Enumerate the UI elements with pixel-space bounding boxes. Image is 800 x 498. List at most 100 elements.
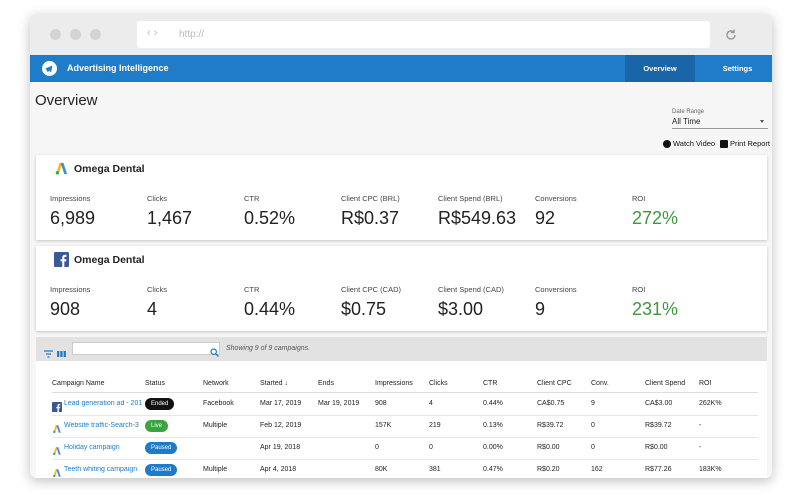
play-icon <box>663 140 671 148</box>
filter-icon[interactable] <box>44 345 53 358</box>
facebook-icon <box>54 252 69 267</box>
table-cell: 0.00% <box>483 444 503 451</box>
table-cell: R$39.72 <box>645 422 672 429</box>
account-name: Omega Dental <box>74 163 145 175</box>
date-range-select[interactable]: All Time <box>672 117 768 129</box>
search-input[interactable] <box>72 342 220 357</box>
table-cell: Feb 12, 2019 <box>260 422 302 429</box>
google-icon <box>54 161 69 176</box>
column-header: ROI <box>699 380 712 387</box>
table-toolbar: Showing 9 of 9 campaigns. <box>36 337 767 361</box>
google-icon <box>52 421 62 433</box>
metric-value: $3.00 <box>438 299 484 319</box>
action-label: Print Report <box>730 139 771 148</box>
metric-value: 9 <box>535 299 546 319</box>
table-cell: 4 <box>429 400 433 407</box>
metric-value: 1,467 <box>147 208 193 228</box>
metric-label: Client Spend (BRL) <box>438 194 503 203</box>
metric-label: Clicks <box>147 285 167 294</box>
date-range-label: Date Range <box>672 109 705 115</box>
nav-tab[interactable]: Overview <box>625 55 695 82</box>
column-header: Client Spend <box>645 380 686 387</box>
address-bar[interactable]: ‹ › http:// <box>137 21 710 48</box>
table-cell: CA$0.75 <box>537 400 565 407</box>
column-header: Ends <box>318 380 334 387</box>
window-dot[interactable] <box>90 29 101 40</box>
metric-value: $0.75 <box>341 299 387 319</box>
metric-value: 272% <box>632 208 679 228</box>
column-header: Campaign Name <box>52 380 105 387</box>
table-cell: 183K% <box>699 466 722 473</box>
table-cell: Multiple <box>203 422 228 429</box>
result-summary: Showing 9 of 9 campaigns. <box>226 345 311 352</box>
metric-value: 0.44% <box>244 299 296 319</box>
table-cell: 80K <box>375 466 388 473</box>
app-title: Advertising Intelligence <box>67 63 169 73</box>
action-button[interactable]: Watch Video <box>663 139 715 148</box>
campaign-link[interactable]: Lead generation ad - 201 <box>64 400 143 407</box>
google-icon <box>52 465 62 477</box>
url: http:// <box>179 29 205 40</box>
metric-card: Omega Dental Impressions 6,989 Clicks 1,467 C… <box>36 155 767 240</box>
metric-label: Client CPC (BRL) <box>341 194 400 203</box>
column-header: Client CPC <box>537 380 572 387</box>
reload-icon[interactable] <box>724 28 738 42</box>
table-cell: 0 <box>591 444 595 451</box>
table-cell: Multiple <box>203 466 228 473</box>
table-cell: Apr 19, 2018 <box>260 444 301 451</box>
metric-label: Impressions <box>50 194 91 203</box>
nav-arrows[interactable]: ‹ › <box>147 27 158 39</box>
table-cell: 0.44% <box>483 400 503 407</box>
action-button[interactable]: Print Report <box>720 139 770 148</box>
metric-card: Omega Dental Impressions 908 Clicks 4 CTR 0.44… <box>36 246 767 331</box>
nav-tab[interactable]: Settings <box>722 64 753 73</box>
metric-label: Conversions <box>535 194 577 203</box>
status-badge: Paused <box>145 442 178 454</box>
search-icon <box>210 344 219 357</box>
metric-label: Client Spend (CAD) <box>438 285 504 294</box>
column-header: Impressions <box>375 380 413 387</box>
metric-value: 92 <box>535 208 556 228</box>
app-logo <box>42 61 57 76</box>
column-header: Network <box>203 380 229 387</box>
metric-value: 908 <box>50 299 81 319</box>
table-cell: 9 <box>591 400 595 407</box>
row-divider <box>52 415 758 416</box>
campaign-link[interactable]: Holiday campaign <box>64 444 120 451</box>
row-divider <box>52 459 758 460</box>
status-badge: Paused <box>145 464 178 476</box>
table-cell: R$0.20 <box>537 466 560 473</box>
campaign-link[interactable]: Website traffic-Search-3 <box>64 422 139 429</box>
status-badge: Ended <box>145 398 175 410</box>
metric-value: 4 <box>147 299 158 319</box>
table-cell: Mar 17, 2019 <box>260 400 302 407</box>
facebook-icon <box>52 399 62 412</box>
table-cell: 0 <box>375 444 379 451</box>
metric-value: R$0.37 <box>341 208 400 228</box>
table-cell: 262K% <box>699 400 722 407</box>
window-dot[interactable] <box>50 29 61 40</box>
campaign-link[interactable]: Teeth whiting campaign <box>64 466 138 473</box>
browser-window: ‹ › http:// Advertising Intelligence Ove… <box>30 14 772 478</box>
window-dot[interactable] <box>70 29 81 40</box>
campaign-table: Campaign Name Status Network Started ↓ Ends I… <box>36 361 767 478</box>
columns-icon[interactable] <box>57 345 66 357</box>
table-cell: 908 <box>375 400 387 407</box>
table-cell: 381 <box>429 466 441 473</box>
nav-bar: Advertising Intelligence Overview Setting… <box>30 55 772 82</box>
column-header: Conv. <box>591 380 609 387</box>
table-cell: R$77.26 <box>645 466 672 473</box>
print-icon <box>720 140 728 148</box>
table-cell: 162 <box>591 466 603 473</box>
column-header[interactable]: Started ↓ <box>260 380 289 387</box>
metric-value: R$549.63 <box>438 208 517 228</box>
account-name: Omega Dental <box>74 254 145 266</box>
column-header: CTR <box>483 380 498 387</box>
metric-value: 231% <box>632 299 679 319</box>
table-cell: Mar 19, 2019 <box>318 400 360 407</box>
metric-label: Impressions <box>50 285 91 294</box>
table-cell: - <box>699 444 702 451</box>
metric-label: ROI <box>632 194 646 203</box>
metric-label: Conversions <box>535 285 577 294</box>
